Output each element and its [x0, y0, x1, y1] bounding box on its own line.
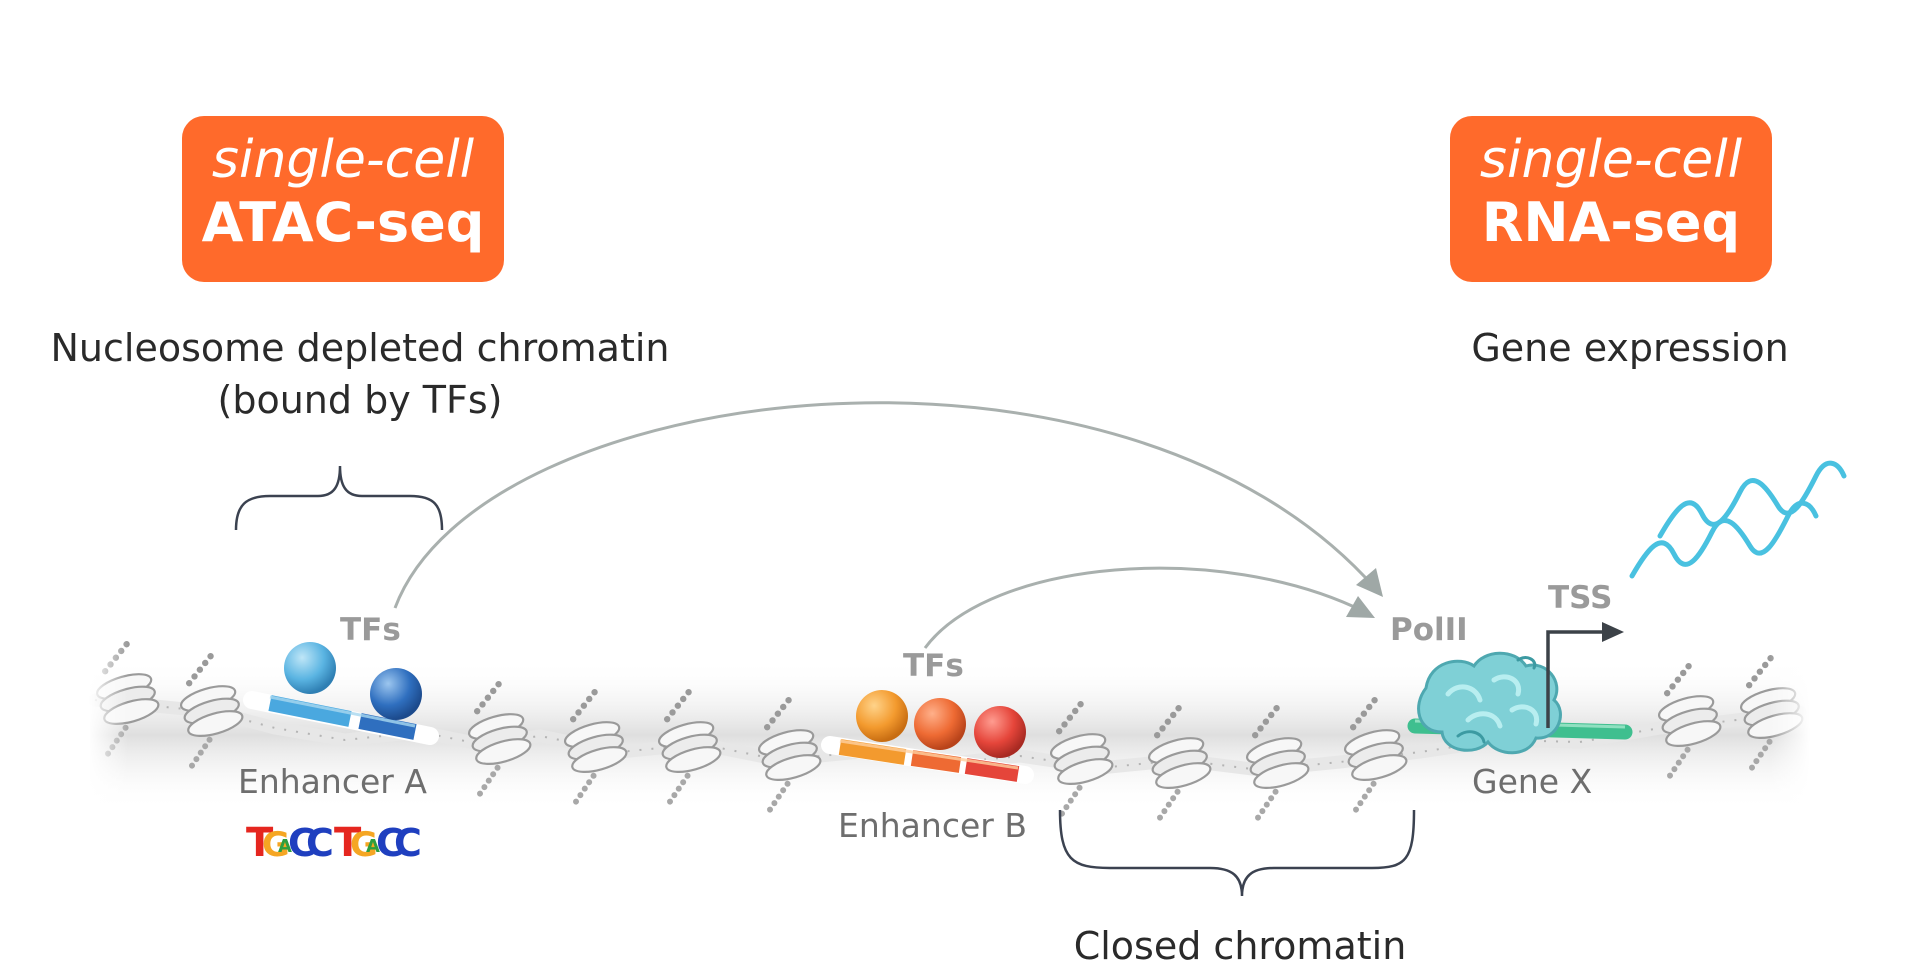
tf-blue-light [284, 642, 336, 694]
arc-a-arrowhead [1356, 568, 1383, 597]
motif-letter: G [262, 825, 290, 865]
motif-letter: C [288, 821, 316, 865]
closed-chromatin-label: Closed chromatin [1073, 924, 1407, 968]
rna-transcript-1 [1657, 460, 1847, 539]
polii-complex [1417, 651, 1562, 755]
scatac-seq-badge: single-cell ATAC-seq [182, 116, 504, 282]
brace-nucleosome-depleted [234, 465, 444, 531]
rna-badge-line2: RNA-seq [1481, 191, 1741, 254]
enhancer-a-segment [243, 691, 439, 745]
nucleosomes [95, 641, 1804, 821]
motif-letter: T [246, 820, 274, 866]
motif-letter: G [350, 825, 378, 865]
tf-blue-dark [370, 668, 422, 720]
brace-closed-chromatin [1058, 809, 1416, 897]
enhancer-b-segment [821, 736, 1034, 784]
motif-letter: C [306, 821, 334, 865]
tf-red [974, 706, 1026, 758]
arc-enhancer-a-to-polii [393, 401, 1377, 609]
scrna-seq-badge: single-cell RNA-seq [1450, 116, 1772, 282]
tf-orange [856, 690, 908, 742]
rna-badge-line1: single-cell [1479, 130, 1743, 190]
nucleosome [1049, 701, 1114, 817]
nucleosome-depleted-label: Nucleosome depleted chromatin (bound by … [40, 322, 680, 426]
motif-letter: T [334, 820, 362, 866]
enhancer-a-label: Enhancer A [238, 762, 427, 801]
nucleosome [563, 689, 628, 805]
nucleosome [757, 697, 822, 813]
bound-by-tfs-text: (bound by TFs) [217, 378, 503, 422]
tfs-label-a: TFs [340, 612, 401, 648]
tf-red-orange [914, 698, 966, 750]
arc-b-arrowhead [1346, 596, 1375, 618]
tss-arrow [1546, 622, 1624, 728]
nucleosome [179, 653, 244, 769]
polii-label: PolII [1390, 612, 1468, 648]
tfs-label-b: TFs [903, 648, 964, 684]
motif-letter: C [376, 821, 404, 865]
motif-letter: C [394, 821, 422, 865]
nucleosome [1343, 697, 1408, 813]
nucleosome [467, 681, 532, 797]
nucleosome-depleted-text: Nucleosome depleted chromatin [50, 326, 670, 370]
motif-letter: A [278, 836, 292, 857]
gene-x-label: Gene X [1472, 762, 1593, 801]
gene-expression-label: Gene expression [1471, 326, 1789, 370]
atac-badge-line2: ATAC-seq [201, 191, 485, 254]
arc-enhancer-b-to-polii [923, 566, 1366, 649]
enhancer-b-label: Enhancer B [838, 806, 1027, 845]
nucleosome [1147, 705, 1212, 821]
nucleosome [1245, 705, 1310, 821]
nucleosome [657, 689, 722, 805]
nucleosome [1657, 663, 1722, 779]
tss-label: TSS [1548, 580, 1613, 616]
atac-badge-line1: single-cell [211, 130, 475, 190]
motif-letter: A [366, 836, 380, 857]
rna-transcript-2 [1629, 500, 1819, 579]
